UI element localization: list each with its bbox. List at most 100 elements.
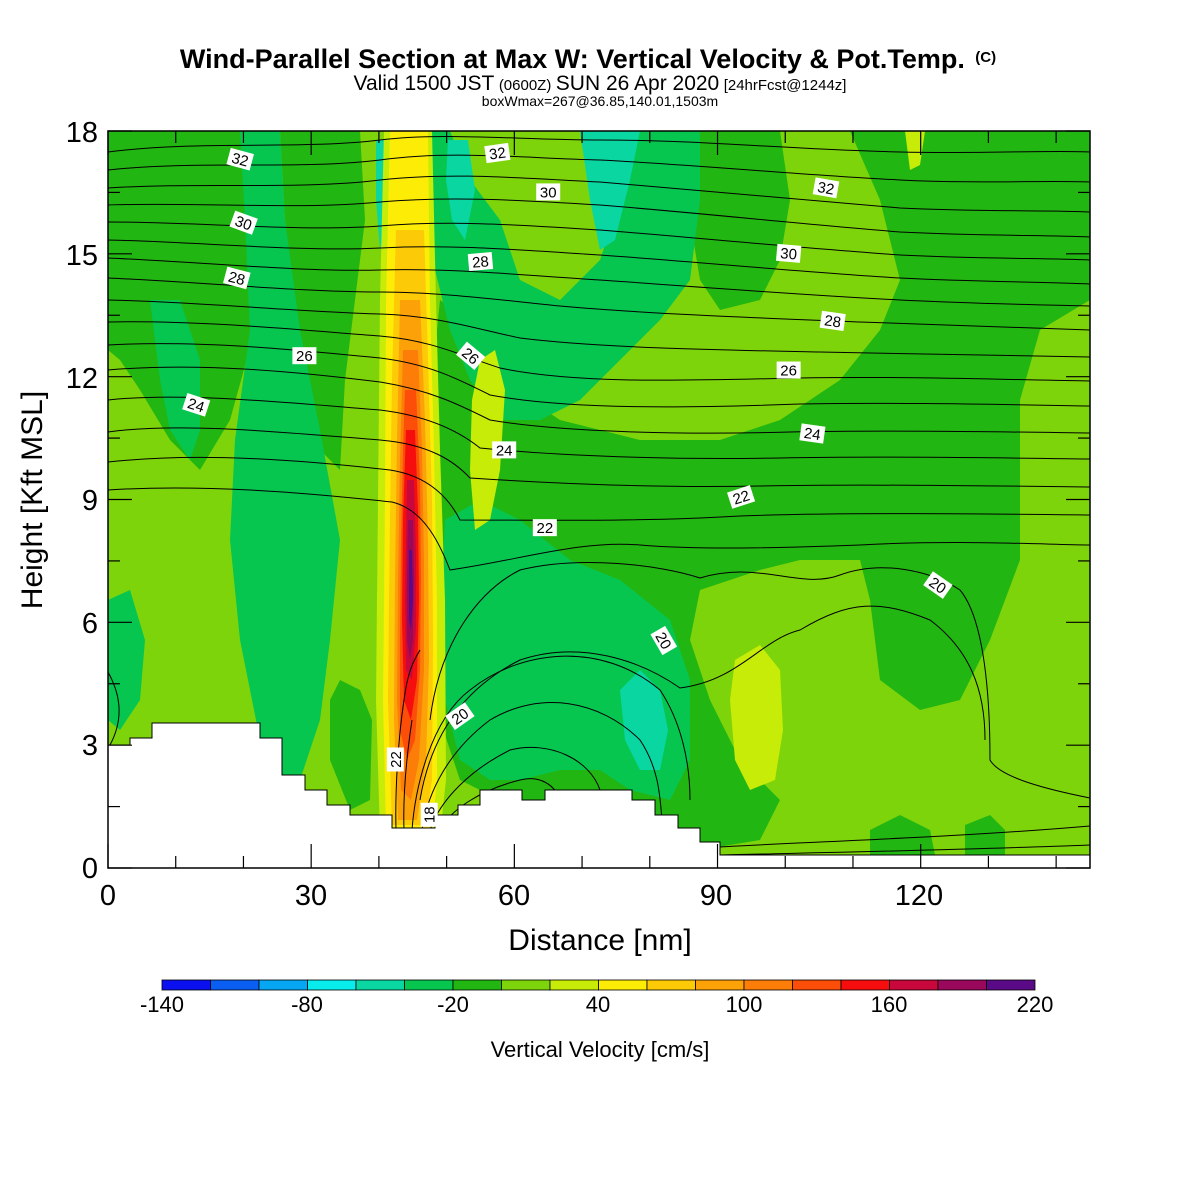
svg-text:26: 26: [780, 363, 797, 380]
y-tick-15: 15: [66, 240, 98, 272]
contour-label: 30: [536, 183, 561, 201]
svg-text:20: 20: [926, 574, 949, 597]
contour-label: 28: [223, 266, 251, 290]
contour-label: 26: [776, 361, 801, 380]
svg-text:20: 20: [651, 630, 674, 653]
field-teal-regions: [376, 131, 668, 770]
svg-text:32: 32: [488, 144, 507, 163]
colorbar-swatch: [258, 979, 308, 991]
x-tick-0: 0: [100, 880, 116, 912]
colorbar-swatch: [210, 979, 260, 991]
contour-labels: 32 32 32 30 30 30 28 28 28 26 26 26 24 24 24 22 22 20 20 20…: [182, 142, 953, 827]
colorbar-swatch: [646, 979, 696, 991]
y-axis-label: Height [Kft MSL]: [16, 391, 49, 609]
y-tick-18: 18: [66, 117, 98, 149]
theta-contours: [108, 135, 1090, 856]
y-tick-3: 3: [82, 730, 98, 762]
axis-ticks: [107, 130, 1090, 869]
cbar-label-m20: -20: [437, 992, 469, 1017]
svg-text:30: 30: [233, 213, 254, 235]
x-tick-30: 30: [295, 880, 327, 912]
y-tick-12: 12: [66, 363, 98, 395]
y-tick-0: 0: [82, 853, 98, 885]
y-tick-6: 6: [82, 608, 98, 640]
colorbar-swatch: [307, 979, 357, 991]
svg-text:18: 18: [422, 806, 439, 823]
chart-info: boxWmax=267@36.85,140.01,1503m: [482, 93, 718, 109]
colorbar-swatch: [937, 979, 987, 991]
colorbar-swatch: [840, 979, 890, 991]
svg-text:32: 32: [230, 150, 251, 171]
colorbar-swatch: [598, 979, 648, 991]
contour-label: 26: [455, 341, 486, 371]
colorbar: [161, 979, 1036, 991]
colorbar-title: Vertical Velocity [cm/s]: [491, 1037, 710, 1062]
contour-label: 24: [492, 441, 517, 459]
colorbar-swatch: [986, 979, 1036, 991]
cbar-label-160: 160: [871, 992, 908, 1017]
updraft-plume: [376, 131, 446, 835]
contour-label: 28: [467, 252, 494, 272]
x-tick-90: 90: [700, 880, 732, 912]
contour-label: 18: [420, 802, 439, 827]
svg-text:24: 24: [185, 395, 206, 416]
terrain: [108, 722, 1090, 868]
colorbar-tick-labels: -140 -80 -20 40 100 160 220: [140, 992, 1053, 1017]
x-tick-60: 60: [498, 880, 530, 912]
colorbar-swatch: [549, 979, 599, 991]
contour-label: 24: [799, 423, 826, 444]
field-yellow-green-regions: [470, 131, 925, 790]
contour-label: 22: [727, 485, 756, 509]
y-tick-9: 9: [82, 485, 98, 517]
colorbar-swatch: [452, 979, 502, 991]
svg-text:22: 22: [388, 751, 405, 768]
contour-label: 22: [386, 747, 405, 772]
x-axis-label: Distance [nm]: [508, 924, 691, 957]
contour-label: 28: [819, 310, 846, 331]
svg-text:22: 22: [731, 487, 752, 508]
colorbar-swatch: [161, 979, 211, 991]
cbar-label-m140: -140: [140, 992, 184, 1017]
contour-label: 32: [226, 147, 254, 171]
field-green-regions: [108, 131, 700, 820]
contour-label: 30: [775, 243, 802, 264]
colorbar-swatch: [695, 979, 745, 991]
svg-text:28: 28: [823, 312, 842, 331]
plot-area: 32 32 32 30 30 30 28 28 28 26 26 26 24 24 24 22 22 20 20 20…: [108, 131, 1090, 868]
contour-label: 20: [650, 625, 678, 656]
x-tick-labels: 0 30 60 90 120: [100, 880, 943, 912]
contour-label: 26: [292, 347, 317, 365]
colorbar-swatch: [792, 979, 842, 991]
y-tick-labels: 0 3 6 9 12 15 18: [66, 117, 98, 885]
colorbar-swatch: [355, 979, 405, 991]
svg-text:30: 30: [780, 245, 798, 263]
colorbar-swatch: [501, 979, 551, 991]
cbar-label-m80: -80: [291, 992, 323, 1017]
chart-title: Wind-Parallel Section at Max W: Vertical…: [180, 44, 996, 74]
colorbar-swatch: [404, 979, 454, 991]
chart-subtitle: Valid 1500 JST (0600Z) SUN 26 Apr 2020 […: [354, 72, 847, 95]
colorbar-swatch: [889, 979, 939, 991]
colorbar-swatch: [743, 979, 793, 991]
svg-text:24: 24: [803, 425, 822, 444]
svg-text:28: 28: [471, 253, 489, 271]
svg-text:28: 28: [226, 269, 247, 290]
contour-label: 32: [484, 142, 511, 164]
contour-label: 24: [182, 393, 211, 417]
contour-label: 20: [923, 571, 953, 599]
svg-text:32: 32: [816, 179, 835, 199]
contour-label: 22: [532, 519, 557, 537]
svg-text:24: 24: [496, 442, 513, 459]
svg-text:20: 20: [449, 705, 472, 728]
contour-label: 20: [445, 702, 475, 730]
contour-label: 30: [229, 210, 258, 235]
cbar-label-40: 40: [586, 992, 610, 1017]
svg-text:22: 22: [536, 520, 553, 537]
contour-label: 32: [812, 177, 840, 199]
svg-text:26: 26: [296, 348, 313, 365]
cbar-label-100: 100: [726, 992, 763, 1017]
svg-text:30: 30: [540, 184, 557, 201]
x-tick-120: 120: [895, 880, 943, 912]
cbar-label-220: 220: [1017, 992, 1054, 1017]
